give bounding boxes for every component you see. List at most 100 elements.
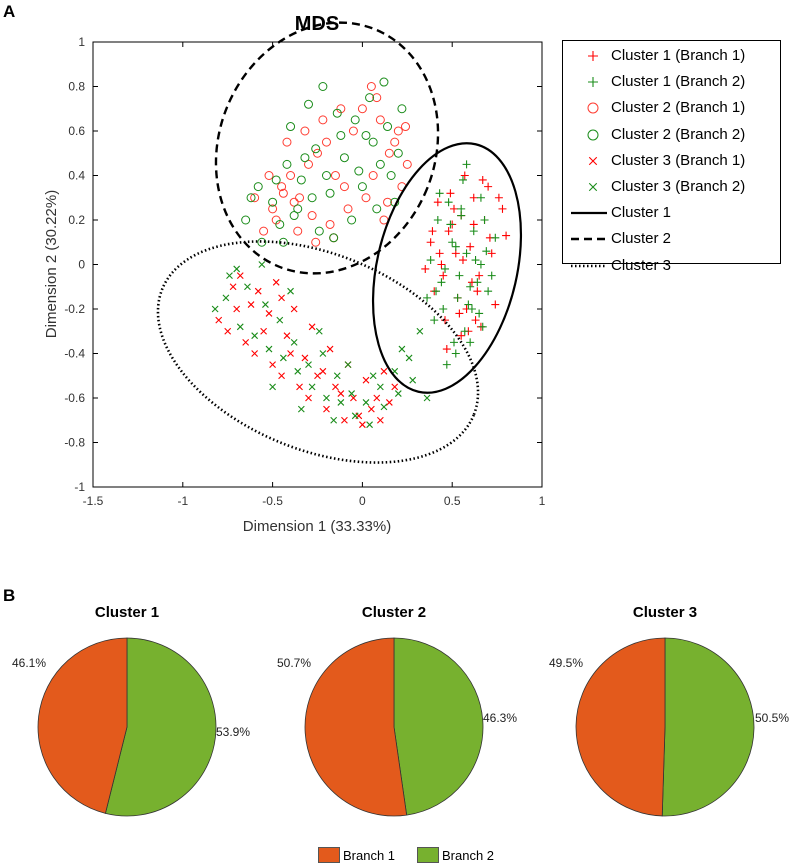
scatter-point <box>391 383 399 391</box>
scatter-point <box>344 361 352 369</box>
panel-a-label: A <box>3 2 16 21</box>
scatter-point <box>321 171 331 180</box>
scatter-point <box>233 305 241 313</box>
x-tick-label: 0.5 <box>444 494 461 508</box>
pie-title: Cluster 2 <box>362 604 426 621</box>
scatter-point <box>278 294 285 302</box>
scatter-point <box>402 159 412 169</box>
scatter-point <box>380 367 388 375</box>
pie-percent-label: 50.5% <box>755 711 789 725</box>
scatter-point <box>311 144 321 154</box>
scatter-point <box>307 193 317 203</box>
scatter-point <box>268 197 278 207</box>
pie-slice-branch-2 <box>393 637 484 816</box>
scatter-point <box>297 405 305 413</box>
scatter-point <box>361 193 371 203</box>
cluster-ellipse-3 <box>156 240 480 464</box>
scatter-point <box>348 126 358 136</box>
scatter-point <box>469 227 478 236</box>
scatter-point <box>367 405 375 413</box>
scatter-point <box>293 226 303 236</box>
scatter-point <box>442 345 451 354</box>
scatter-point <box>457 204 466 213</box>
scatter-point <box>444 198 453 207</box>
scatter-point <box>323 405 330 413</box>
pie-slice-branch-2 <box>104 637 217 817</box>
legend-label: Cluster 2 (Branch 1) <box>611 99 746 117</box>
x-tick-label: -1 <box>177 494 188 508</box>
scatter-point <box>278 372 285 380</box>
scatter-point <box>289 211 299 221</box>
scatter-point <box>226 272 233 280</box>
scatter-point <box>435 189 444 198</box>
scatter-point <box>439 271 448 280</box>
scatter-point <box>313 148 322 158</box>
scatter-point <box>247 301 255 308</box>
scatter-point <box>386 171 396 180</box>
scatter-point <box>262 301 269 308</box>
scatter-point <box>250 193 260 203</box>
scatter-point <box>393 148 403 158</box>
legend-label: Cluster 2 (Branch 2) <box>611 125 746 143</box>
y-axis-label: Dimension 2 (30.22%) <box>43 190 60 338</box>
scatter-point <box>449 204 458 213</box>
pie-percent-label: 50.7% <box>277 656 311 670</box>
scatter-point <box>222 294 230 302</box>
scatter-point <box>491 300 500 309</box>
pie-title: Cluster 1 <box>95 604 159 621</box>
scatter-point <box>369 372 377 380</box>
scatter-point <box>224 327 232 335</box>
scatter-point <box>290 338 298 346</box>
scatter-point <box>279 354 287 362</box>
scatter-point <box>379 77 389 87</box>
scatter-point <box>423 293 432 302</box>
scatter-point <box>383 197 393 207</box>
y-tick-label: -0.4 <box>64 347 85 361</box>
scatter-point <box>469 220 478 229</box>
scatter-point <box>286 122 296 132</box>
scatter-point <box>337 390 345 397</box>
scatter-point <box>354 166 364 176</box>
legend-item: Cluster 2 <box>563 228 782 251</box>
scatter-point <box>462 249 471 258</box>
scatter-point <box>401 122 411 132</box>
scatter-point <box>254 287 262 295</box>
legend-symbol <box>571 238 607 241</box>
scatter-point <box>435 249 444 258</box>
scatter-point <box>372 93 382 103</box>
scatter-point <box>326 345 334 353</box>
pie-title: Cluster 3 <box>633 604 697 621</box>
legend-item: Cluster 1 (Branch 1) <box>563 45 782 68</box>
pie-slice-branch-1 <box>37 637 128 814</box>
scatter-point <box>458 175 467 184</box>
scatter-point <box>455 309 464 318</box>
legend-label: Cluster 3 (Branch 2) <box>611 178 746 195</box>
scatter-point <box>277 182 287 192</box>
scatter-point <box>475 271 484 280</box>
scatter-point <box>301 354 309 362</box>
y-tick-label: 0 <box>78 258 85 272</box>
scatter-point <box>441 316 450 325</box>
scatter-point <box>325 188 335 198</box>
scatter-point <box>362 399 370 406</box>
scatter-point <box>466 242 475 251</box>
pie-slice-branch-1 <box>575 637 666 817</box>
scatter-point <box>325 219 335 229</box>
scatter-point <box>466 338 475 347</box>
legend-symbol <box>571 264 607 267</box>
x-tick-label: 0 <box>359 494 366 508</box>
scatter-point <box>259 226 269 236</box>
scatter-legend: Cluster 1 (Branch 1) Cluster 1 (Branch 2)… <box>562 40 782 274</box>
scatter-point <box>471 256 480 265</box>
scatter-point <box>430 316 439 325</box>
pie-legend-label: Branch 1 <box>343 848 396 863</box>
scatter-point <box>318 115 328 125</box>
scatter-point <box>487 249 496 258</box>
scatter-point <box>290 305 298 313</box>
scatter-point <box>314 372 321 380</box>
scatter-point <box>296 383 303 391</box>
scatter-point <box>264 171 274 180</box>
scatter-point <box>350 394 357 402</box>
scatter-point <box>321 137 331 147</box>
scatter-point <box>426 256 435 265</box>
